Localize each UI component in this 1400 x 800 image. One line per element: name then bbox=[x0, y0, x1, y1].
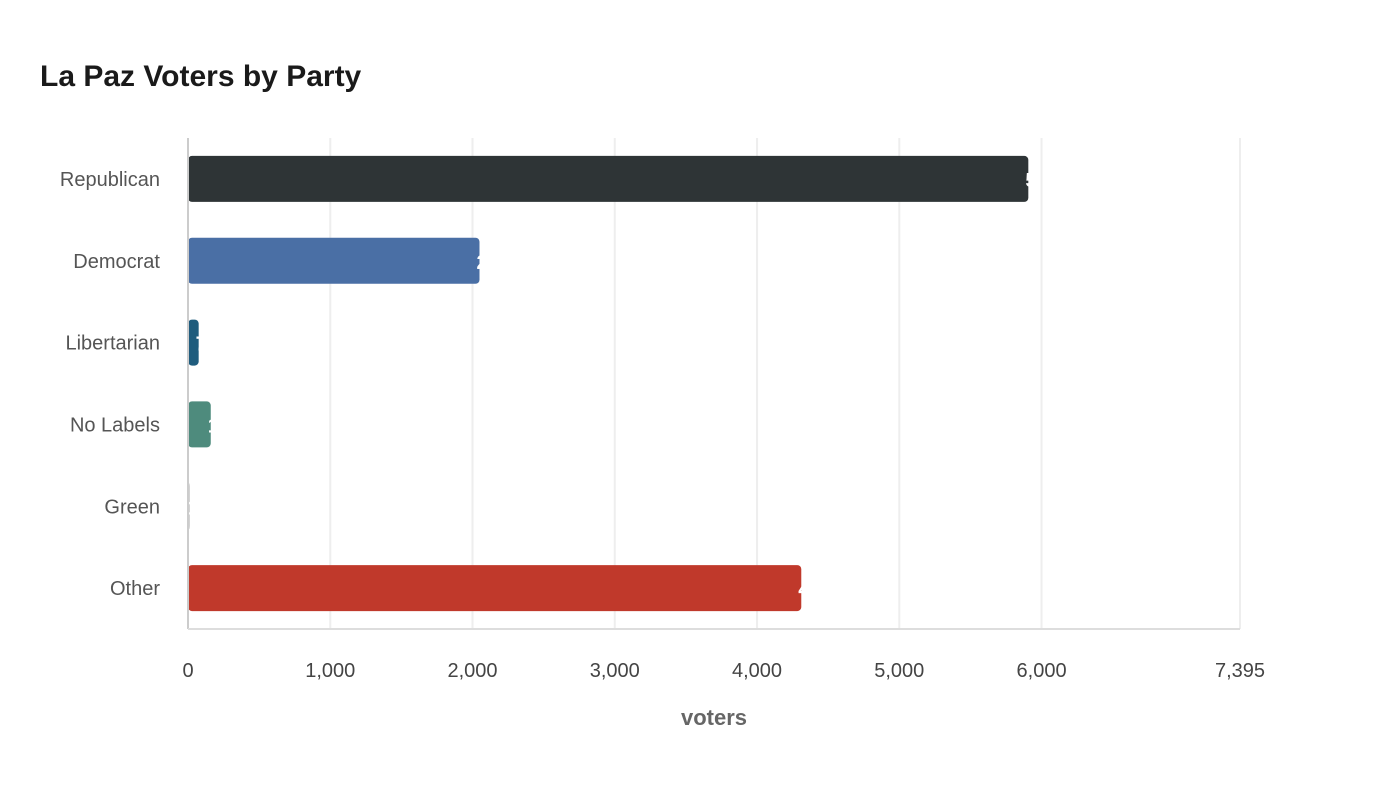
bar-value-label: 7 bbox=[196, 334, 207, 356]
bar-value-label: 1 bbox=[208, 415, 219, 437]
bar-democrat bbox=[188, 237, 480, 284]
category-label: No Labels bbox=[70, 414, 160, 436]
bar-value-label: 2 bbox=[476, 252, 487, 274]
x-axis-label: voters bbox=[681, 705, 747, 730]
x-tick-label: 5,000 bbox=[874, 660, 924, 682]
bar-libertarian bbox=[188, 319, 199, 366]
x-tick-label: 6,000 bbox=[1017, 660, 1067, 682]
bar-value-label: 5 bbox=[1025, 170, 1036, 192]
bar-republican bbox=[188, 155, 1029, 202]
bar-value-label: 4 bbox=[798, 579, 810, 601]
x-tick-label: 2,000 bbox=[447, 660, 497, 682]
bars bbox=[188, 155, 1029, 612]
category-label: Democrat bbox=[73, 251, 160, 273]
category-label: Republican bbox=[60, 169, 160, 191]
chart-title: La Paz Voters by Party bbox=[40, 60, 362, 93]
x-tick-label: 3,000 bbox=[590, 660, 640, 682]
category-label: Libertarian bbox=[65, 333, 160, 355]
bar-no-labels bbox=[188, 401, 211, 448]
gridlines bbox=[187, 138, 1241, 629]
x-tick-label: 4,000 bbox=[732, 660, 782, 682]
bar-other bbox=[188, 565, 802, 612]
x-tick-labels: 0 1,000 2,000 3,000 4,000 5,000 6,000 7,395 bbox=[182, 660, 1265, 682]
category-label: Other bbox=[110, 578, 160, 600]
category-labels: Republican Democrat Libertarian No Labels Gr… bbox=[60, 169, 161, 600]
x-tick-label: 1,000 bbox=[305, 660, 355, 682]
bar-value-label: 1 bbox=[187, 497, 198, 519]
x-tick-label: 7,395 bbox=[1215, 660, 1265, 682]
x-tick-label: 0 bbox=[182, 660, 193, 682]
category-label: Green bbox=[104, 496, 160, 518]
bar-value-labels: 5 2 7 1 1 4 bbox=[187, 170, 1036, 601]
